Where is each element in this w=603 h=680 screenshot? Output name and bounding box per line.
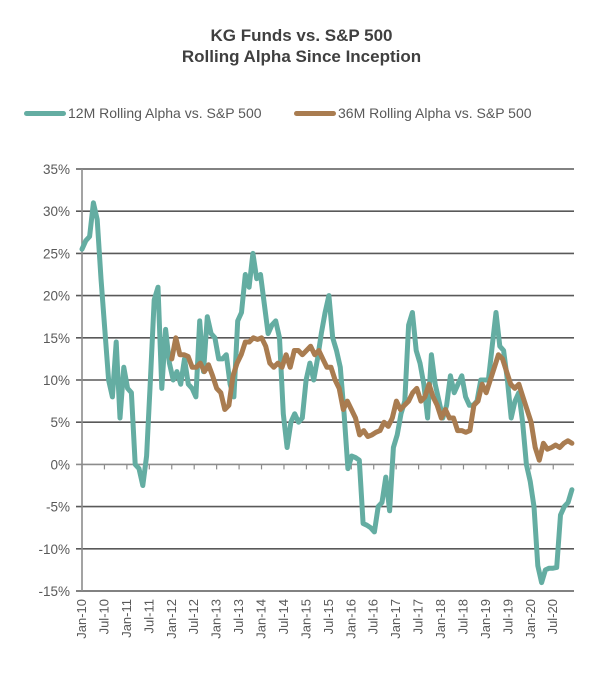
- x-tick-label: Jan-17: [388, 599, 403, 639]
- x-tick-label: Jul-19: [500, 599, 515, 634]
- y-tick-label: 5%: [50, 415, 70, 430]
- series-line-36m: [169, 335, 575, 463]
- series-lines: [79, 200, 575, 586]
- y-tick-label: -10%: [38, 542, 70, 557]
- x-tick-label: Jan-16: [343, 599, 358, 639]
- x-tick-label: Jul-10: [96, 599, 111, 634]
- legend-item-36m: 36M Rolling Alpha vs. S&P 500: [294, 105, 532, 121]
- y-tick-label: 25%: [43, 246, 70, 261]
- x-tick-label: Jan-18: [433, 599, 448, 639]
- x-tick-label: Jan-14: [254, 599, 269, 639]
- x-tick-label: Jul-18: [455, 599, 470, 634]
- x-axis-tick-labels: Jan-10 Jul-10 Jan-11 Jul-11 Jan-12 Jul-12 Jan-…: [74, 599, 560, 639]
- legend-label-36m: 36M Rolling Alpha vs. S&P 500: [338, 105, 532, 121]
- y-tick-label: -5%: [46, 500, 70, 515]
- x-tick-label: Jul-14: [276, 599, 291, 634]
- x-tick-label: Jan-13: [209, 599, 224, 639]
- chart-subtitle: Rolling Alpha Since Inception: [181, 47, 422, 66]
- x-tick-label: Jan-15: [298, 599, 313, 639]
- x-tick-label: Jul-16: [366, 599, 381, 634]
- y-tick-label: 10%: [43, 373, 70, 388]
- x-tick-label: Jul-13: [231, 599, 246, 634]
- y-tick-label: -15%: [38, 584, 70, 599]
- y-tick-label: 0%: [50, 457, 70, 472]
- legend: 12M Rolling Alpha vs. S&P 500 36M Rollin…: [0, 105, 603, 125]
- y-tick-label: 30%: [43, 204, 70, 219]
- legend-swatch-12m: [24, 110, 66, 116]
- x-tick-label: Jul-20: [545, 599, 560, 634]
- x-tick-label: Jul-11: [141, 599, 156, 633]
- y-axis-tick-labels: 35% 30% 25% 20% 15% 10% 5% 0% -5% -10% -15%: [38, 162, 70, 599]
- x-tick-label: Jan-11: [119, 599, 134, 638]
- x-tick-label: Jan-12: [164, 599, 179, 639]
- x-tick-label: Jul-15: [321, 599, 336, 634]
- x-tick-label: Jan-19: [478, 599, 493, 639]
- chart-title: KG Funds vs. S&P 500: [210, 26, 393, 45]
- series-line-12m: [79, 200, 575, 586]
- x-tick-label: Jul-17: [411, 599, 426, 634]
- legend-label-12m: 12M Rolling Alpha vs. S&P 500: [68, 105, 262, 121]
- legend-swatch-36m: [294, 110, 336, 116]
- y-tick-label: 20%: [43, 289, 70, 304]
- x-tick-label: Jan-10: [74, 599, 89, 639]
- x-tick-label: Jan-20: [523, 599, 538, 639]
- y-tick-label: 35%: [43, 162, 70, 177]
- y-tick-label: 15%: [43, 331, 70, 346]
- x-tick-label: Jul-12: [186, 599, 201, 634]
- legend-item-12m: 12M Rolling Alpha vs. S&P 500: [24, 105, 262, 121]
